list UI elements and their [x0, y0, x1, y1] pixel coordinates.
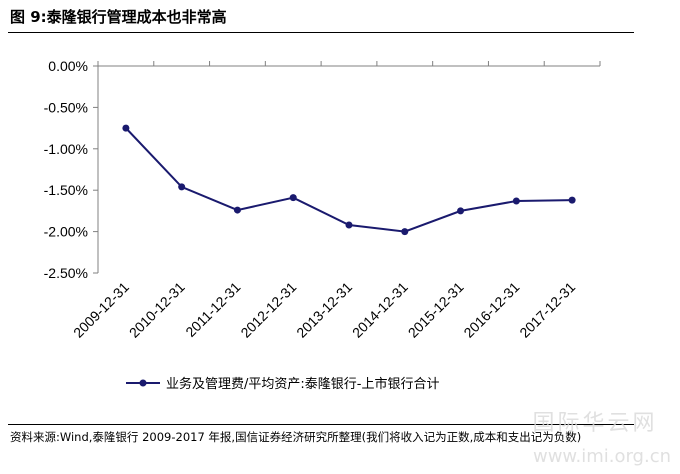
x-tick-label: 2012-12-31 [237, 279, 299, 341]
series-layer [122, 124, 576, 236]
source-divider [8, 424, 634, 425]
series-line [125, 127, 573, 233]
x-tick-label: 2014-12-31 [349, 279, 411, 341]
data-point [568, 196, 576, 204]
chart-axes [97, 65, 600, 273]
data-point [122, 124, 130, 132]
y-tick-label: 0.00% [48, 58, 88, 74]
data-point [289, 194, 297, 202]
y-tick-label: -2.50% [44, 265, 88, 281]
y-tick-label: -0.50% [44, 99, 88, 115]
data-point [401, 228, 409, 236]
y-axis-ticks: 0.00% -0.50% -1.00% -1.50% -2.00% -2.50% [44, 58, 98, 281]
x-tick-label: 2010-12-31 [126, 279, 188, 341]
title-divider [8, 32, 634, 33]
x-tick-label: 2013-12-31 [293, 279, 355, 341]
y-tick-label: -2.00% [44, 224, 88, 240]
legend: 业务及管理费/平均资产:泰隆银行-上市银行合计 [126, 376, 439, 392]
data-point [457, 207, 465, 215]
y-tick-label: -1.00% [44, 141, 88, 157]
source-note: 资料来源:Wind,泰隆银行 2009-2017 年报,国信证券经济研究所整理(… [10, 430, 582, 444]
figure-title: 图 9:泰隆银行管理成本也非常高 [10, 8, 227, 26]
legend-swatch-marker [139, 379, 147, 387]
y-tick-label: -1.50% [44, 182, 88, 198]
data-point [345, 221, 353, 229]
data-point [178, 183, 186, 191]
legend-label: 业务及管理费/平均资产:泰隆银行-上市银行合计 [166, 376, 439, 392]
x-tick-label: 2009-12-31 [70, 279, 132, 341]
x-tick-label: 2011-12-31 [182, 279, 243, 340]
data-point [233, 206, 241, 214]
x-tick-label: 2017-12-31 [516, 279, 578, 341]
x-tick-label: 2015-12-31 [405, 279, 467, 341]
x-tick-label: 2016-12-31 [460, 279, 522, 341]
data-point [512, 197, 520, 205]
